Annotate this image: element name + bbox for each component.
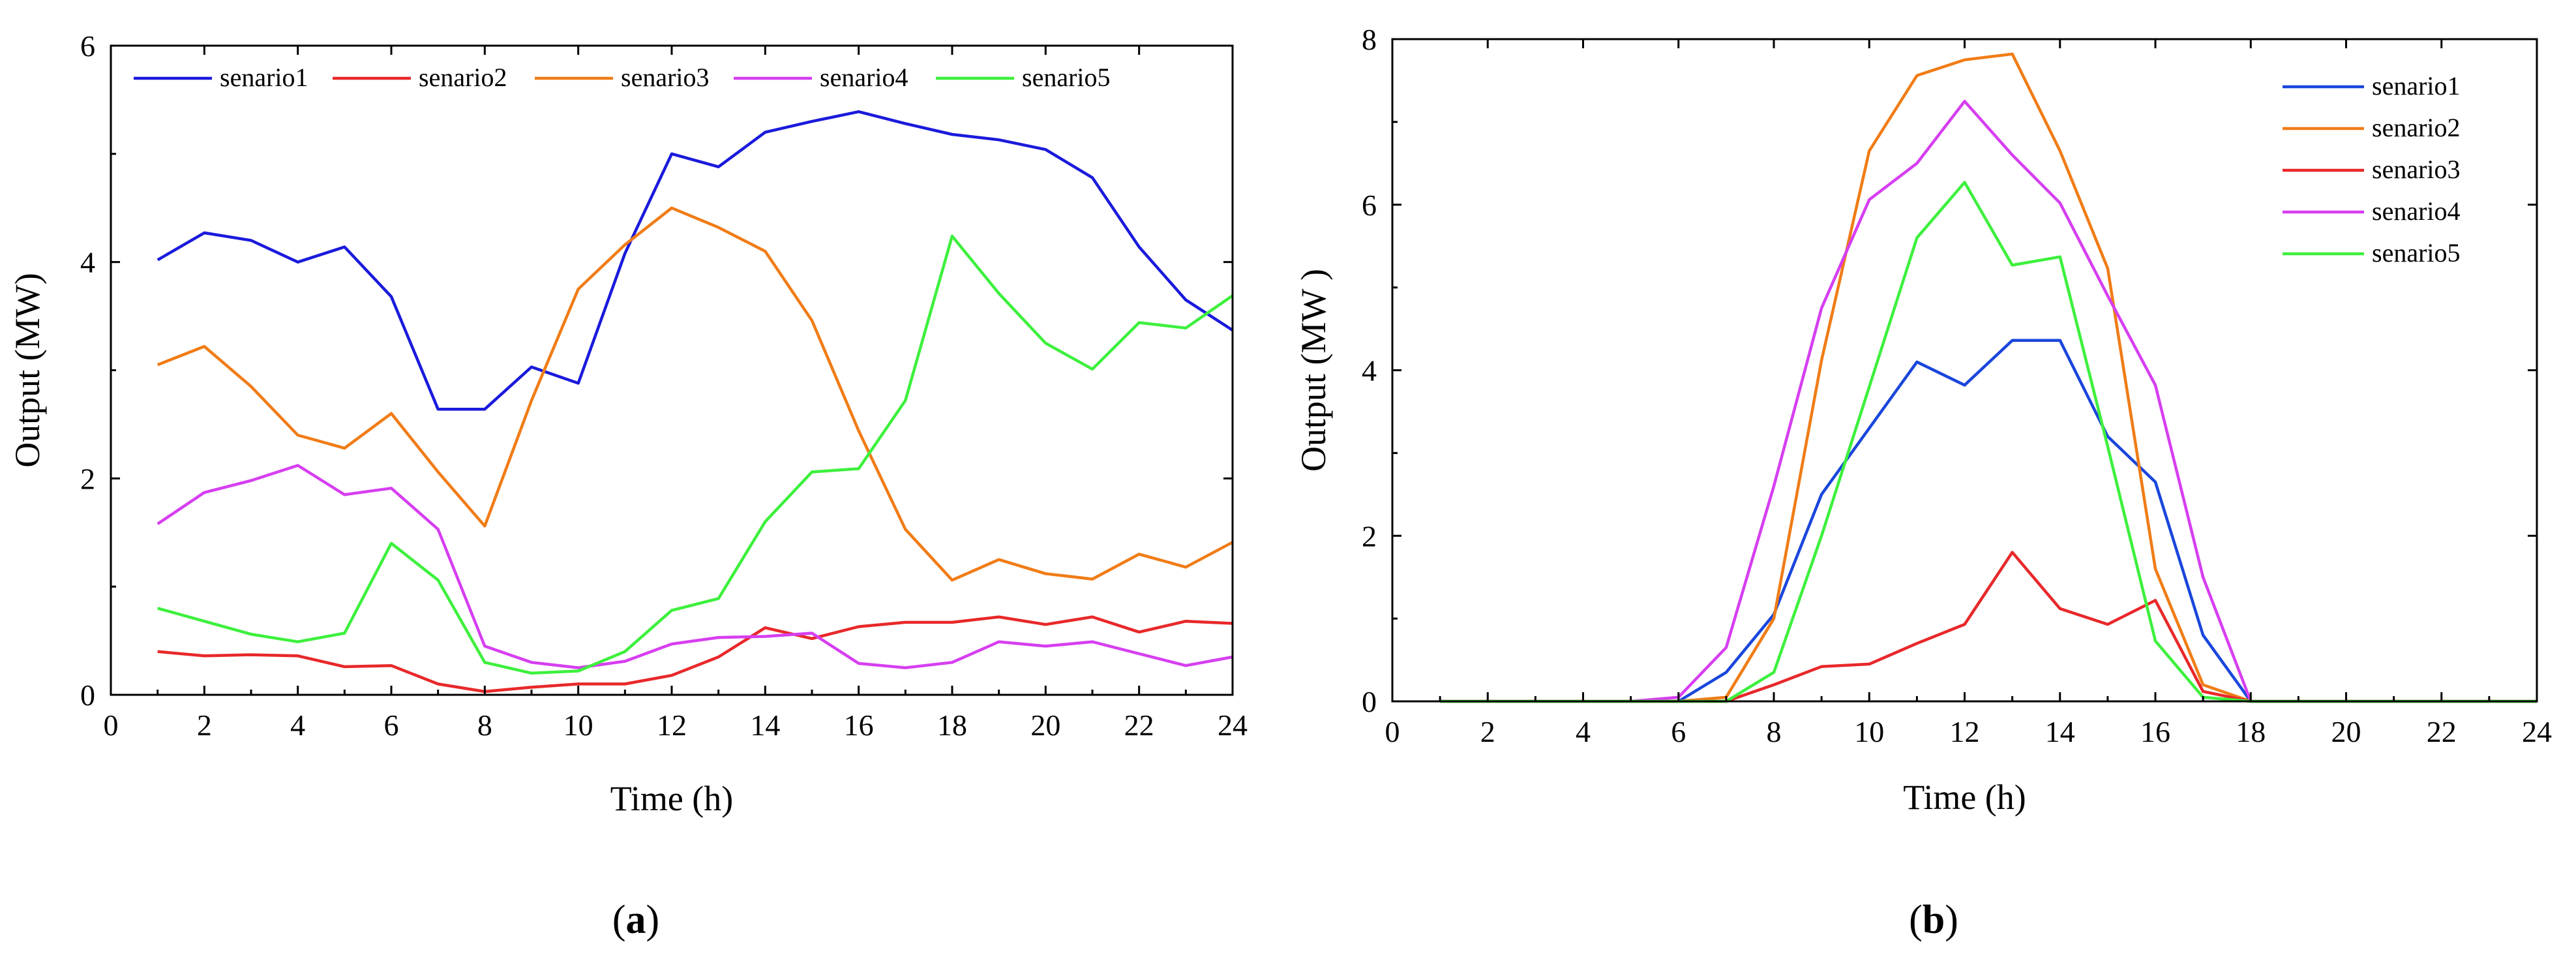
x-tick-label: 0	[104, 709, 119, 742]
legend-label: senario1	[220, 63, 308, 92]
series-line-senario4	[157, 464, 1233, 669]
legend-item-senario3: senario3	[535, 63, 710, 92]
y-tick-label: 2	[80, 462, 95, 495]
legend: senario1 senario2 senario3 senario4 senario5	[2283, 71, 2461, 267]
x-axis-title: Time (h)	[610, 779, 734, 818]
x-tick-label: 18	[2236, 715, 2266, 748]
legend-item-senario5: senario5	[2283, 238, 2461, 267]
y-tick-label: 4	[80, 246, 95, 279]
x-tick-label: 22	[1124, 709, 1154, 742]
x-tick-label: 6	[384, 709, 399, 742]
legend: senario1 senario2 senario3 senario4 senario5	[134, 63, 1111, 92]
series-group	[157, 110, 1234, 694]
legend-label: senario4	[820, 63, 908, 92]
x-tick-label: 20	[2331, 715, 2361, 748]
x-tick-label: 6	[1671, 715, 1686, 748]
x-tick-label: 12	[657, 709, 687, 742]
legend-label: senario4	[2372, 196, 2461, 226]
y-axis-title: Output (MW )	[1294, 269, 1333, 472]
panel-label: (a)	[612, 898, 659, 942]
x-tick-label: 20	[1030, 709, 1060, 742]
x-tick-label: 10	[1854, 715, 1884, 748]
y-tick-label: 4	[1362, 354, 1377, 388]
panel-label: (b)	[1909, 898, 1958, 942]
series-line-senario2	[157, 615, 1233, 694]
x-tick-label: 8	[477, 709, 492, 742]
legend-label: senario5	[1022, 63, 1111, 92]
legend-label: senario1	[2372, 71, 2461, 100]
y-tick-label: 2	[1362, 519, 1377, 553]
series-line-senario1	[157, 110, 1234, 411]
x-tick-label: 2	[1480, 715, 1495, 748]
x-tick-label: 22	[2427, 715, 2457, 748]
x-tick-label: 8	[1767, 715, 1782, 748]
x-tick-label: 4	[290, 709, 305, 742]
legend-item-senario1: senario1	[2283, 71, 2461, 100]
series-line-senario5	[157, 234, 1234, 675]
x-tick-label: 2	[197, 709, 212, 742]
y-tick-label: 6	[80, 29, 95, 63]
legend-item-senario5: senario5	[936, 63, 1111, 92]
x-axis-title: Time (h)	[1903, 778, 2026, 817]
legend-label: senario3	[2372, 155, 2461, 184]
x-tick-label: 10	[563, 709, 593, 742]
legend-label: senario2	[419, 63, 507, 92]
x-tick-label: 4	[1576, 715, 1591, 748]
legend-item-senario2: senario2	[333, 63, 507, 92]
y-tick-label: 6	[1362, 189, 1377, 222]
legend-item-senario2: senario2	[2283, 113, 2461, 142]
y-tick-label: 8	[1362, 23, 1377, 56]
legend-label: senario2	[2372, 113, 2461, 142]
x-tick-label: 14	[2045, 715, 2075, 748]
legend-label: senario3	[621, 63, 710, 92]
x-tick-label: 16	[844, 709, 874, 742]
x-tick-label: 24	[1218, 709, 1248, 742]
legend-item-senario4: senario4	[734, 63, 908, 92]
x-tick-label: 12	[1950, 715, 1980, 748]
series-line-senario3	[157, 206, 1234, 582]
x-tick-label: 16	[2140, 715, 2170, 748]
legend-label: senario5	[2372, 238, 2461, 267]
y-axis-title: Output (MW)	[8, 273, 47, 467]
x-tick-label: 14	[750, 709, 780, 742]
y-tick-label: 0	[1362, 685, 1377, 718]
x-tick-label: 0	[1385, 715, 1400, 748]
x-tick-label: 18	[937, 709, 967, 742]
legend-item-senario1: senario1	[134, 63, 308, 92]
legend-item-senario3: senario3	[2283, 155, 2461, 184]
legend-item-senario4: senario4	[2283, 196, 2461, 226]
x-tick-label: 24	[2522, 715, 2552, 748]
y-tick-label: 0	[80, 679, 95, 712]
